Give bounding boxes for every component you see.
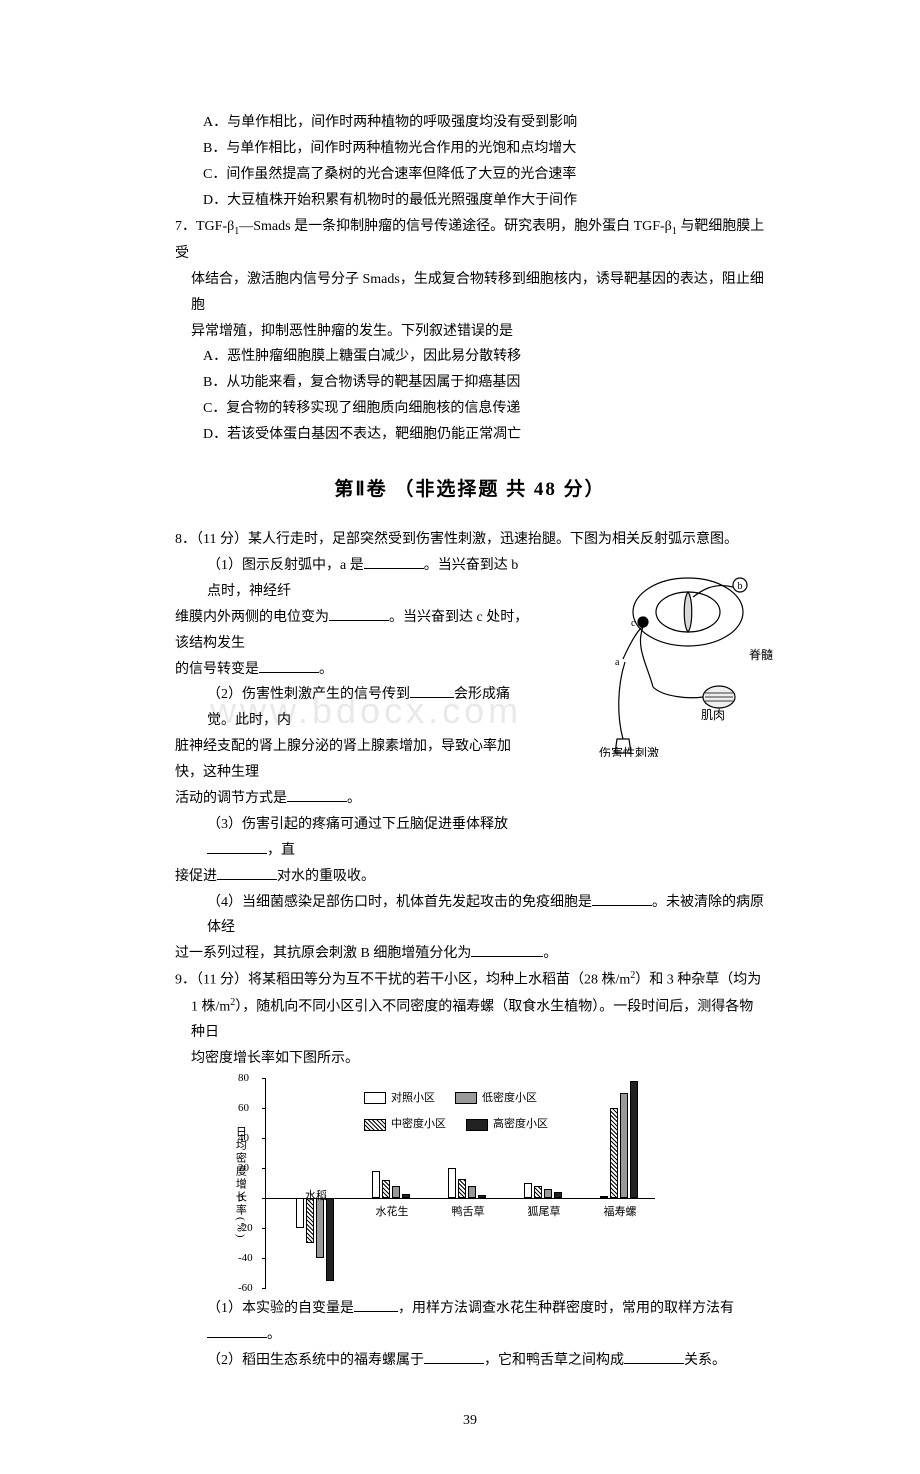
q8-p2d: 活动的调节方式是 bbox=[175, 791, 287, 806]
q7-body-2: 异常增殖，抑制恶性肿瘤的发生。下列叙述错误的是 bbox=[175, 319, 765, 345]
q8-p2-line1: （2）伤害性刺激产生的信号传到会形成痛觉。此时，内 bbox=[175, 682, 535, 734]
q8-p1e: 的信号转变是 bbox=[175, 662, 259, 677]
q8-p1f: 。 bbox=[319, 662, 333, 677]
blank bbox=[354, 1297, 398, 1312]
q8-p4a: （4）当细菌感染足部伤口时，机体首先发起攻击的免疫细胞是 bbox=[207, 895, 592, 910]
q8-p3-line1: （3）伤害引起的疼痛可通过下丘脑促进垂体释放 ，直 bbox=[175, 812, 535, 864]
svg-text:c: c bbox=[631, 618, 636, 629]
q6-option-a: A．与单作相比，间作时两种植物的呼吸强度均没有受到影响 bbox=[175, 110, 765, 136]
q9-p2b: ，它和鸭舌草之间构成 bbox=[484, 1353, 624, 1368]
chart-x-label: 鸭舌草 bbox=[438, 1202, 498, 1222]
q8-p4-line1: （4）当细菌感染足部伤口时，机体首先发起攻击的免疫细胞是。未被清除的病原体经 bbox=[175, 890, 765, 942]
chart-y-tick: 80 bbox=[238, 1068, 249, 1088]
section-2-title: 第Ⅱ卷 （非选择题 共 48 分） bbox=[175, 472, 765, 507]
q8-p2-line3: 活动的调节方式是 。 bbox=[175, 786, 535, 812]
q8-p4-line2: 过一系列过程，其抗原会刺激 B 细胞增殖分化为 。 bbox=[175, 941, 765, 967]
q8-body-wrap: （1）图示反射弧中，a 是。当兴奋到达 b 点时，神经纤 维膜内外两侧的电位变为… bbox=[175, 553, 765, 864]
q8-p1-line1: （1）图示反射弧中，a 是。当兴奋到达 b 点时，神经纤 bbox=[175, 553, 535, 605]
q8-p2e: 。 bbox=[347, 791, 361, 806]
q8-p3c: 接促进 bbox=[175, 869, 217, 884]
diagram-label-muscle: 肌肉 bbox=[701, 708, 725, 722]
density-growth-chart: 日均密度增长率(%) -60-40-20020406080对照小区低密度小区中密… bbox=[265, 1078, 655, 1288]
q7-stem-part2: —Smads 是一条抑制肿瘤的信号传递途径。研究表明，胞外蛋白 TGF-β bbox=[239, 219, 672, 234]
q8-p3d: 对水的重吸收。 bbox=[277, 869, 375, 884]
q9-p1: （1）本实验的自变量是 ，用样方法调查水花生种群密度时，常用的取样方法有。 bbox=[175, 1296, 765, 1348]
q7-body-1: 体结合，激活胞内信号分子 Smads，生成复合物转移到细胞核内，诱导靶基因的表达… bbox=[175, 267, 765, 319]
chart-y-tick: 60 bbox=[238, 1098, 249, 1118]
page-number: 39 bbox=[175, 1408, 765, 1434]
q6-option-c: C．间作虽然提高了桑树的光合速率但降低了大豆的光合速率 bbox=[175, 162, 765, 188]
q9-stem-line2: 1 株/m2），随机向不同小区引入不同密度的福寿螺（取食水生植物）。一段时间后，… bbox=[175, 994, 765, 1046]
chart-group: 水花生 bbox=[372, 1078, 428, 1288]
blank bbox=[259, 658, 319, 673]
q7-option-c: C．复合物的转移实现了细胞质向细胞核的信息传递 bbox=[175, 396, 765, 422]
q8-p4c: 过一系列过程，其抗原会刺激 B 细胞增殖分化为 bbox=[175, 946, 471, 961]
q8-p2-line2: 脏神经支配的肾上腺分泌的肾上腺素增加，导致心率加快，这种生理 bbox=[175, 734, 535, 786]
blank bbox=[207, 1323, 267, 1338]
q8-p2a: （2）伤害性刺激产生的信号传到 bbox=[207, 687, 410, 702]
q9-stem1a: 9．（11 分）将某稻田等分为互不干扰的若干小区，均种上水稻苗（28 株/m bbox=[175, 973, 630, 988]
q7-option-b: B．从功能来看，复合物诱导的靶基因属于抑癌基因 bbox=[175, 370, 765, 396]
q9-p1c: 。 bbox=[267, 1327, 281, 1342]
chart-y-tick: 40 bbox=[238, 1128, 249, 1148]
chart-group: 福寿螺 bbox=[600, 1078, 656, 1288]
blank bbox=[364, 554, 424, 569]
chart-x-label: 福寿螺 bbox=[590, 1202, 650, 1222]
q8-p3-line2: 接促进 对水的重吸收。 bbox=[175, 864, 765, 890]
blank bbox=[217, 865, 277, 880]
blank bbox=[424, 1349, 484, 1364]
q9-stem-line1: 9．（11 分）将某稻田等分为互不干扰的若干小区，均种上水稻苗（28 株/m2）… bbox=[175, 967, 765, 994]
chart-group: 狐尾草 bbox=[524, 1078, 580, 1288]
blank bbox=[287, 787, 347, 802]
blank bbox=[624, 1349, 684, 1364]
blank bbox=[410, 683, 454, 698]
q8-p1a: （1）图示反射弧中，a 是 bbox=[207, 558, 364, 573]
q8-stem: 8．（11 分）某人行走时，足部突然受到伤害性刺激，迅速抬腿。下图为相关反射弧示… bbox=[175, 527, 765, 553]
q9-stem1b: ）和 3 种杂草（均为 bbox=[635, 973, 761, 988]
q7-stem: 7．TGF-β1—Smads 是一条抑制肿瘤的信号传递途径。研究表明，胞外蛋白 … bbox=[175, 214, 765, 267]
q9-stem-line3: 均密度增长率如下图所示。 bbox=[175, 1046, 765, 1072]
blank bbox=[471, 942, 543, 957]
q9-p2: （2）稻田生态系统中的福寿螺属于 ，它和鸭舌草之间构成 关系。 bbox=[175, 1348, 765, 1374]
q9-p1b: ，用样方法调查水花生种群密度时，常用的取样方法有 bbox=[398, 1301, 734, 1316]
q8-text-block: （1）图示反射弧中，a 是。当兴奋到达 b 点时，神经纤 维膜内外两侧的电位变为… bbox=[175, 553, 535, 864]
diagram-label-spinal: 脊髓 bbox=[749, 648, 773, 662]
q6-option-b: B．与单作相比，间作时两种植物光合作用的光饱和点均增大 bbox=[175, 136, 765, 162]
q6-option-d: D．大豆植株开始积累有机物时的最低光照强度单作大于间作 bbox=[175, 188, 765, 214]
q9-p2c: 关系。 bbox=[684, 1353, 726, 1368]
svg-text:a: a bbox=[615, 657, 620, 668]
q8-p1-line2: 维膜内外两侧的电位变为。当兴奋到达 c 处时，该结构发生 bbox=[175, 605, 535, 657]
chart-y-tick: -20 bbox=[238, 1218, 253, 1238]
chart-group: 鸭舌草 bbox=[448, 1078, 504, 1288]
reflex-arc-diagram: b c a 脊髓 伤害性刺激 肌肉 bbox=[593, 567, 773, 767]
blank bbox=[329, 606, 389, 621]
q9-stem2b: ），随机向不同小区引入不同密度的福寿螺（取食水生植物）。一段时间后，测得各物种日 bbox=[191, 999, 753, 1040]
q7-stem-part1: 7．TGF-β bbox=[175, 219, 234, 234]
q8-p3b: ，直 bbox=[267, 843, 295, 858]
q8-p1c: 维膜内外两侧的电位变为 bbox=[175, 610, 329, 625]
blank bbox=[592, 891, 652, 906]
q8-p4d: 。 bbox=[543, 946, 557, 961]
chart-y-tick: 20 bbox=[238, 1158, 249, 1178]
q8-p3a: （3）伤害引起的疼痛可通过下丘脑促进垂体释放 bbox=[207, 817, 508, 832]
chart-y-tick: 0 bbox=[238, 1188, 244, 1208]
q9-stem2a: 1 株/m bbox=[191, 999, 230, 1014]
chart-group: 水稻 bbox=[296, 1078, 352, 1288]
q7-option-a: A．恶性肿瘤细胞膜上糖蛋白减少，因此易分散转移 bbox=[175, 344, 765, 370]
q7-option-d: D．若该受体蛋白基因不表达，靶细胞仍能正常凋亡 bbox=[175, 422, 765, 448]
chart-x-label: 水花生 bbox=[362, 1202, 422, 1222]
q9-p1a: （1）本实验的自变量是 bbox=[207, 1301, 354, 1316]
diagram-label-stim: 伤害性刺激 bbox=[599, 745, 659, 757]
chart-y-tick: -60 bbox=[238, 1278, 253, 1298]
chart-x-label: 狐尾草 bbox=[514, 1202, 574, 1222]
q9-p2a: （2）稻田生态系统中的福寿螺属于 bbox=[207, 1353, 424, 1368]
chart-y-tick: -40 bbox=[238, 1248, 253, 1268]
q8-p1-line3: 的信号转变是 。 bbox=[175, 657, 535, 683]
chart-x-label: 水稻 bbox=[286, 1186, 346, 1206]
svg-text:b: b bbox=[738, 581, 743, 592]
blank bbox=[207, 839, 267, 854]
